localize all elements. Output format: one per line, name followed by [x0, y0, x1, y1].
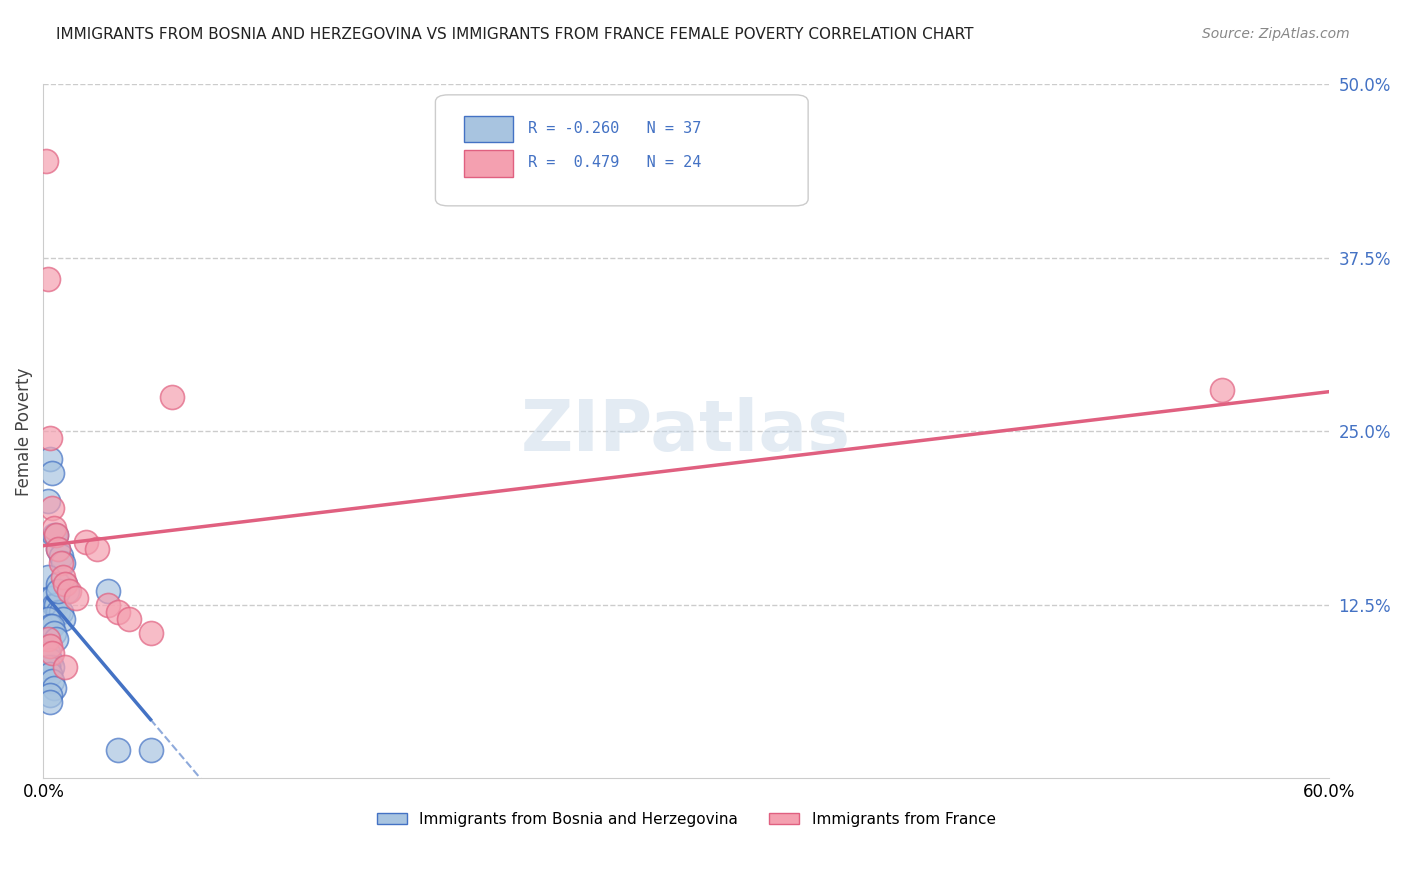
Point: [41, 674, 63, 689]
Point: [118, 612, 141, 626]
Point: [37, 570, 59, 584]
Point: [42, 625, 65, 640]
Point: [42, 598, 65, 612]
Point: [97, 598, 120, 612]
Point: [41, 660, 63, 674]
Point: [107, 743, 129, 757]
Point: [42, 681, 65, 695]
Text: Source: ZipAtlas.com: Source: ZipAtlas.com: [1202, 27, 1350, 41]
Point: [42, 528, 65, 542]
Point: [38, 688, 60, 702]
Point: [52, 570, 75, 584]
Point: [48, 577, 70, 591]
Point: [38, 591, 60, 605]
Point: [41, 618, 63, 632]
Point: [56, 583, 79, 598]
Point: [48, 542, 70, 557]
Point: [37, 646, 59, 660]
Point: [52, 612, 75, 626]
Legend: Immigrants from Bosnia and Herzegovina, Immigrants from France: Immigrants from Bosnia and Herzegovina, …: [370, 805, 1001, 833]
Point: [41, 500, 63, 515]
Text: IMMIGRANTS FROM BOSNIA AND HERZEGOVINA VS IMMIGRANTS FROM FRANCE FEMALE POVERTY : IMMIGRANTS FROM BOSNIA AND HERZEGOVINA V…: [56, 27, 974, 42]
Point: [58, 583, 80, 598]
Point: [49, 549, 72, 564]
Point: [48, 605, 70, 619]
Point: [45, 598, 67, 612]
Point: [49, 605, 72, 619]
Point: [86, 542, 108, 557]
FancyBboxPatch shape: [436, 95, 808, 206]
Point: [48, 583, 70, 598]
Point: [38, 695, 60, 709]
Point: [53, 660, 76, 674]
Point: [97, 583, 120, 598]
Point: [41, 646, 63, 660]
Point: [1211, 383, 1233, 397]
Point: [38, 640, 60, 654]
Y-axis label: Female Poverty: Female Poverty: [15, 368, 32, 496]
Point: [45, 528, 67, 542]
Point: [37, 660, 59, 674]
Text: ZIPatlas: ZIPatlas: [522, 397, 851, 466]
Point: [45, 632, 67, 647]
Point: [38, 653, 60, 667]
Point: [38, 431, 60, 445]
Point: [65, 591, 87, 605]
Point: [38, 667, 60, 681]
Point: [53, 577, 76, 591]
Point: [139, 743, 162, 757]
Point: [37, 493, 59, 508]
Point: [41, 466, 63, 480]
Point: [38, 452, 60, 467]
Text: R =  0.479   N = 24: R = 0.479 N = 24: [527, 155, 702, 170]
Point: [48, 542, 70, 557]
Point: [42, 521, 65, 535]
FancyBboxPatch shape: [464, 151, 513, 177]
Point: [52, 556, 75, 570]
Text: R = -0.260   N = 37: R = -0.260 N = 37: [527, 120, 702, 136]
Point: [45, 528, 67, 542]
FancyBboxPatch shape: [464, 116, 513, 142]
Point: [107, 605, 129, 619]
Point: [41, 591, 63, 605]
Point: [139, 625, 162, 640]
Point: [75, 535, 97, 549]
Point: [37, 612, 59, 626]
Point: [37, 632, 59, 647]
Point: [160, 390, 183, 404]
Point: [49, 556, 72, 570]
Point: [34, 153, 56, 168]
Point: [37, 271, 59, 285]
Point: [38, 618, 60, 632]
Point: [53, 577, 76, 591]
